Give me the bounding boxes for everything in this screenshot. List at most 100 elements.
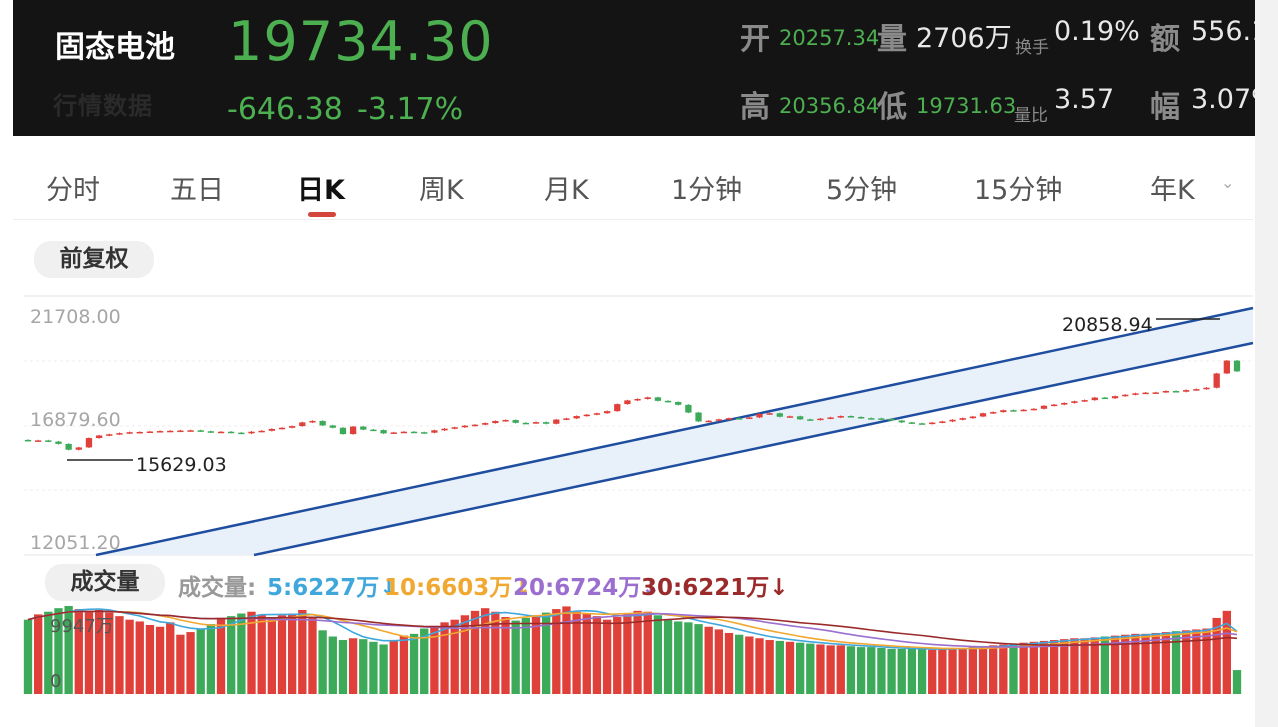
volume-bar (1161, 632, 1171, 694)
candle-body (542, 422, 550, 424)
volume-ma10: 10:6603万↓ (384, 575, 532, 601)
candle-body (339, 427, 347, 435)
max-price-label: 20858.94 (1062, 314, 1153, 336)
candle-body (35, 440, 42, 442)
volume-ma10-line (27, 610, 1238, 650)
candle-body (949, 419, 956, 422)
volume-bar (318, 630, 327, 694)
volume-ma30: 30:6221万↓ (641, 575, 789, 601)
tab-weekly-k[interactable]: 周K (419, 175, 464, 206)
volume-bar (460, 615, 470, 694)
volume-bar (74, 609, 83, 694)
candle-body (400, 431, 408, 434)
volume-bar (247, 611, 256, 694)
candle-body (1162, 391, 1170, 393)
volume-ymin-label: 0 (50, 671, 61, 692)
trend-channel-fill (96, 308, 1253, 555)
volume-indicator-button[interactable]: 成交量 (45, 564, 165, 601)
volume-bar (938, 648, 947, 694)
candle-body (451, 427, 458, 429)
candle-body (573, 416, 580, 419)
candle-body (756, 413, 763, 418)
candle-body (1233, 360, 1241, 372)
volume-bar (633, 610, 642, 694)
volume-ma-lines (27, 608, 1238, 650)
volume-bar (1212, 617, 1221, 694)
candle-body (258, 430, 265, 433)
candle-body (624, 400, 631, 405)
volume-bar (1060, 639, 1069, 694)
candle-body (1081, 400, 1088, 402)
open-label: 开 (740, 22, 770, 57)
chart-grid (24, 295, 1253, 556)
candle-body (106, 434, 113, 436)
tab-intraday[interactable]: 分时 (46, 175, 100, 206)
chevron-down-icon[interactable]: ⌄ (1221, 173, 1235, 192)
volume-bar (105, 612, 114, 694)
volume-bar (602, 619, 612, 694)
candle-body (959, 418, 966, 420)
volume-ma20-line (27, 610, 1238, 648)
volume-bar (1131, 633, 1140, 694)
tab-yearly-k[interactable]: 年K (1150, 175, 1195, 206)
volume-bar (33, 614, 43, 694)
candle-body (796, 416, 804, 420)
min-price-label: 15629.03 (136, 454, 227, 476)
volume-bar (613, 617, 622, 694)
candle-body (614, 404, 621, 412)
tab-15min[interactable]: 15分钟 (974, 175, 1063, 206)
price-change: -646.38 (227, 92, 343, 127)
volume-bar (541, 612, 551, 694)
candle-body (715, 419, 723, 421)
volume-bar (1080, 638, 1089, 694)
turnover-value: 0.19% (1054, 16, 1140, 47)
candle-body (634, 398, 641, 401)
volume-ymax-label: 9947万 (50, 616, 114, 637)
candle-body (482, 423, 489, 425)
candles-group (24, 359, 1241, 451)
volume-value: 2706万 (916, 23, 1012, 54)
period-tabs: 分时 五日 日K 周K 月K 1分钟 5分钟 15分钟 年K ⌄ (13, 150, 1253, 220)
tab-1min[interactable]: 1分钟 (671, 175, 743, 206)
low-label: 低 (877, 90, 907, 125)
volume-bar (267, 617, 276, 694)
candle-body (1050, 404, 1058, 407)
volume-bar (298, 609, 307, 694)
tab-daily-k[interactable]: 日K (297, 175, 345, 206)
volume-bar (714, 629, 724, 694)
candle-body (837, 416, 844, 418)
volume-bar (928, 649, 937, 694)
volume-bar (806, 643, 815, 694)
volume-bar (897, 648, 906, 694)
scroll-edge (1255, 0, 1278, 727)
volume-bar (348, 638, 358, 694)
tab-five-day[interactable]: 五日 (170, 175, 224, 206)
volume-bar (1182, 630, 1191, 694)
volume-bar (338, 640, 348, 694)
volume-bar (653, 615, 663, 694)
candle-body (532, 422, 540, 424)
volume-bar (166, 622, 175, 694)
volume-bar (887, 648, 896, 694)
candle-body (776, 413, 783, 417)
candle-body (1193, 389, 1200, 391)
current-price: 19734.30 (228, 10, 494, 73)
candle-body (1152, 392, 1159, 394)
volume-bar (775, 640, 784, 694)
candle-body (116, 433, 123, 435)
candle-body (299, 422, 306, 427)
volume-bar (145, 624, 155, 694)
volume-ma20: 20:6724万↓ (513, 575, 661, 601)
volume-bar (64, 606, 73, 694)
volume-bar (521, 617, 530, 694)
volume-bar (186, 632, 195, 694)
volume-bar (623, 613, 632, 694)
tab-monthly-k[interactable]: 月K (544, 175, 589, 206)
volume-bar (155, 626, 165, 694)
adjust-mode-button[interactable]: 前复权 (34, 241, 154, 278)
high-label: 高 (740, 90, 770, 125)
tab-5min[interactable]: 5分钟 (826, 175, 898, 206)
volume-bar (1039, 640, 1049, 694)
volume-bar (115, 616, 124, 694)
candle-body (319, 420, 326, 426)
